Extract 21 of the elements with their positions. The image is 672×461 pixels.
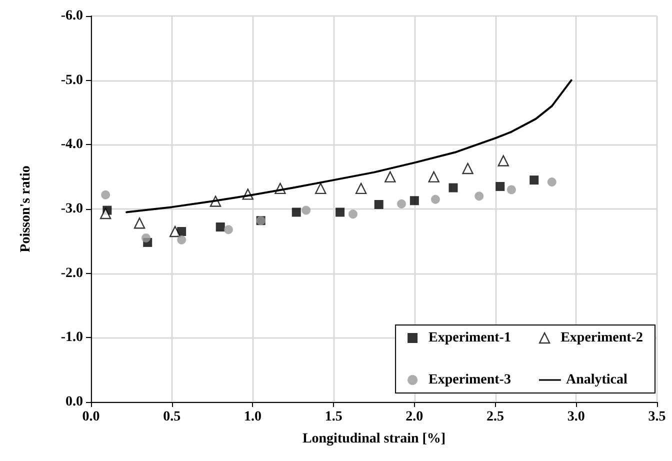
x-tick-label: 3.5 — [648, 410, 666, 424]
y-tick-label: 0.0 — [66, 394, 83, 410]
x-axis-title: Longitudinal strain [%] — [302, 432, 446, 446]
y-tick-label: -1.0 — [60, 330, 83, 346]
legend-label: Analytical — [566, 372, 628, 388]
legend-label: Experiment-2 — [560, 330, 644, 346]
x-tick-label: 2.5 — [486, 410, 504, 424]
y-tick-label: -3.0 — [60, 202, 83, 216]
y-tick-label: -4.0 — [60, 137, 83, 152]
x-tick-label: 0.0 — [82, 410, 100, 424]
x-tick-label: 1.0 — [244, 410, 262, 424]
x-tick-label: 1.5 — [324, 410, 342, 424]
y-tick-label: -6.0 — [60, 8, 83, 24]
legend-label: Experiment-1 — [428, 330, 511, 346]
legend-label: Experiment-3 — [428, 372, 511, 388]
y-axis-title: Poisson's ratio — [18, 166, 34, 252]
x-tick-label: 0.5 — [163, 410, 181, 424]
y-tick-label: -5.0 — [60, 72, 83, 88]
x-tick-label: 3.0 — [567, 410, 585, 424]
y-tick-label: -2.0 — [60, 266, 83, 281]
x-tick-label: 2.0 — [406, 410, 424, 424]
